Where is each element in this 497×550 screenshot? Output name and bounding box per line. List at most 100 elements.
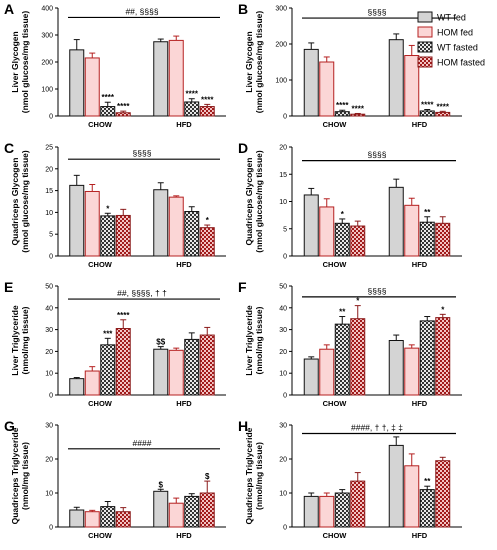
panel-letter: H (238, 418, 248, 434)
panel-letter: F (238, 279, 247, 295)
y-axis-label-line: (nmol/mg tissue) (254, 306, 264, 374)
y-tick-label: 100 (41, 87, 53, 94)
y-axis-label: Liver Triglyceride(nmol/mg tissue) (10, 305, 30, 376)
y-axis-label-line: Liver Triglyceride (10, 305, 20, 376)
bar (168, 39, 184, 117)
y-axis-label: Liver Triglyceride(nmol/mg tissue) (244, 305, 264, 376)
bar (334, 111, 350, 117)
y-axis-label-line: Quadriceps Glycogen (10, 158, 20, 246)
y-tick-label: 10 (45, 371, 53, 378)
legend-label: WT fasted (437, 43, 478, 53)
bar (435, 317, 451, 396)
category-label: HFD (176, 531, 192, 540)
significance-label: **** (336, 101, 349, 110)
category-label: CHOW (323, 531, 348, 540)
bar (84, 57, 100, 117)
bracket-label: §§§§ (368, 7, 387, 17)
legend-label: WT fed (437, 13, 466, 23)
bracket-label: §§§§ (133, 148, 152, 158)
category-label: HFD (412, 260, 428, 269)
category-label: HFD (412, 399, 428, 408)
y-tick-label: 20 (45, 349, 53, 356)
bar (419, 221, 435, 257)
y-tick-label: 400 (41, 6, 53, 13)
bar (115, 112, 131, 117)
y-tick-label: 15 (45, 188, 53, 195)
y-tick-label: 0 (283, 393, 287, 400)
y-axis-label: Quadriceps Glycogen(nmol glucose/mg tiss… (10, 150, 30, 253)
y-tick-label: 40 (45, 305, 53, 312)
y-tick-label: 15 (279, 172, 287, 179)
bar (319, 61, 335, 117)
bar (435, 222, 451, 257)
y-axis-label-line: Liver Triglyceride (244, 305, 254, 376)
bar (168, 196, 184, 257)
bar (404, 465, 420, 528)
y-tick-label: 200 (41, 60, 53, 67)
legend: WT fed HOM fed WT fasted HOM fasted (417, 11, 485, 68)
bar (199, 492, 215, 528)
bar (69, 378, 85, 396)
bar (404, 347, 420, 396)
bar (334, 323, 350, 396)
bar (69, 49, 85, 117)
legend-label: HOM fasted (437, 58, 485, 68)
y-axis-label-line: (nmol/mg tissue) (20, 442, 30, 510)
bar (350, 113, 366, 117)
significance-label: **** (102, 93, 115, 102)
category-label: CHOW (88, 120, 113, 129)
y-tick-label: 0 (283, 525, 287, 532)
bar (100, 106, 116, 117)
bracket-label: ####, † †, ‡ ‡ (351, 423, 403, 433)
bar (168, 502, 184, 528)
y-axis-label: Quadriceps Triglyceride(nmol/mg tissue) (10, 427, 30, 524)
bar (199, 227, 215, 257)
bar (350, 225, 366, 257)
y-tick-label: 20 (279, 457, 287, 464)
y-tick-label: 10 (279, 491, 287, 498)
bar (115, 328, 131, 396)
panel-letter: D (238, 140, 248, 156)
y-tick-label: 50 (279, 284, 287, 291)
panel-F: F Liver Triglyceride(nmol/mg tissue) 0 10 20… (238, 279, 462, 408)
bar (84, 370, 100, 396)
panel-letter: B (238, 1, 248, 17)
legend-swatch (417, 26, 433, 38)
bar (319, 206, 335, 257)
significance-label: *** (103, 329, 113, 338)
category-label: HFD (412, 531, 428, 540)
significance-label: ** (339, 308, 346, 317)
bar (100, 215, 116, 257)
bracket-label: §§§§ (368, 150, 387, 160)
y-tick-label: 0 (283, 254, 287, 261)
y-tick-label: 10 (279, 199, 287, 206)
y-tick-label: 300 (275, 6, 287, 13)
category-label: CHOW (323, 399, 348, 408)
y-axis-label-line: (nmol/mg tissue) (254, 442, 264, 510)
legend-swatch (417, 56, 433, 68)
bar (84, 190, 100, 257)
y-axis-label-line: Liver Glycogen (244, 31, 254, 92)
y-tick-label: 30 (45, 423, 53, 430)
significance-label: $ (205, 472, 210, 481)
bar (419, 489, 435, 528)
y-tick-label: 10 (45, 491, 53, 498)
bar (303, 48, 319, 117)
bar (319, 495, 335, 528)
panel-letter: G (4, 418, 15, 434)
bracket-label: §§§§ (368, 286, 387, 296)
bracket-label: ##, §§§§ (125, 6, 158, 16)
significance-label: ** (424, 477, 431, 486)
category-label: HFD (176, 260, 192, 269)
y-tick-label: 10 (279, 371, 287, 378)
significance-label: **** (437, 102, 450, 111)
panel-letter: C (4, 140, 14, 156)
bracket-label: ##, §§§§, † † (117, 288, 167, 298)
y-tick-label: 0 (49, 525, 53, 532)
bar (388, 444, 404, 528)
